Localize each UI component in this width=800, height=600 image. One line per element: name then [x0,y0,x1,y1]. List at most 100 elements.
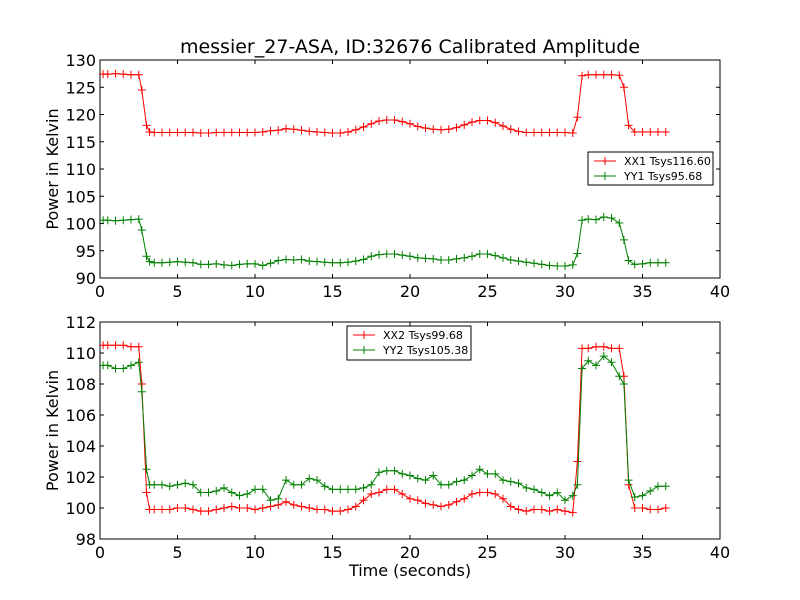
data-point [142,121,151,130]
data-point [429,125,438,134]
data-point [573,457,582,466]
data-point [573,113,582,122]
data-point [630,127,639,136]
data-point [398,469,407,478]
data-point [506,256,515,265]
data-point [328,129,337,138]
data-point [305,257,314,266]
data-point [227,488,236,497]
legend-swatch-marker [360,346,368,354]
data-point [134,70,143,79]
data-point [506,125,515,134]
data-point [537,488,546,497]
data-point [251,485,259,494]
data-point [615,71,624,80]
data-point [584,70,593,79]
data-point [654,127,662,136]
data-point [336,485,345,494]
data-point [367,480,376,489]
data-point [212,259,221,268]
data-point [173,480,182,489]
series-1 [99,69,670,138]
data-point [297,255,306,264]
data-point [367,252,376,261]
data-point [573,249,582,258]
data-point [506,477,515,486]
data-point [444,125,453,134]
data-point [561,507,569,516]
data-point [336,258,345,267]
data-point [189,258,197,267]
data-point [266,496,275,505]
data-point [475,250,484,259]
data-point [320,128,329,137]
data-point [483,250,492,259]
y-tick-label: 105 [65,187,96,206]
x-tick-label: 10 [245,543,265,562]
data-point [553,262,562,271]
data-point [196,507,205,516]
y-tick-label: 100 [65,215,96,234]
data-point [165,128,174,137]
data-point [351,485,360,494]
data-point [607,70,616,79]
data-point [111,364,120,373]
data-point [530,505,538,514]
data-point [111,69,120,78]
x-tick-label: 40 [710,282,730,301]
x-tick-label: 5 [172,543,182,562]
data-point [530,259,538,268]
x-tick-label: 5 [172,282,182,301]
data-point [537,260,546,269]
data-point [119,216,128,225]
data-point [328,507,337,516]
data-point [421,254,430,263]
y-tick-label: 106 [65,406,96,425]
data-point [624,256,633,265]
data-point [158,258,166,267]
x-tick-label: 35 [632,543,652,562]
data-point [654,482,662,491]
data-point [127,342,135,351]
data-point [251,259,259,268]
chart-title: messier_27-ASA, ID:32676 Calibrated Ampl… [180,36,640,58]
subplot-1: 0 5 10 15 20 25 30 35 40 90 95 100 105 110 115 120 125 13… [43,51,730,301]
data-point [165,258,174,267]
data-point [227,128,236,137]
data-point [421,499,430,508]
data-point [468,252,476,261]
data-point [630,260,639,269]
legend-box [346,325,472,361]
x-tick-label: 40 [710,543,730,562]
data-point [227,502,236,511]
data-point [351,257,360,266]
data-point [630,504,639,512]
data-point [429,500,438,509]
data-point [390,250,399,259]
data-point [266,259,275,268]
data-point [624,476,633,485]
y-tick-label: 100 [65,499,96,518]
data-point [578,71,587,80]
data-point [181,258,190,267]
data-point [553,128,562,137]
y-tick-label: 125 [65,78,96,97]
data-point [196,260,205,269]
data-point [460,253,469,262]
data-point [258,127,267,136]
data-point [137,380,146,388]
data-point [382,466,391,475]
data-point [607,344,616,353]
data-point [158,480,166,489]
legend-entry: XX1 Tsys116.60 [624,155,711,168]
data-point [390,115,399,124]
data-point [150,480,159,489]
data-point [615,372,624,381]
data-point [204,488,213,497]
data-point [204,260,213,269]
data-point [119,70,128,79]
y-tick-label: 112 [65,313,96,332]
data-point [499,476,507,485]
data-point [413,474,422,483]
data-point [452,497,461,506]
